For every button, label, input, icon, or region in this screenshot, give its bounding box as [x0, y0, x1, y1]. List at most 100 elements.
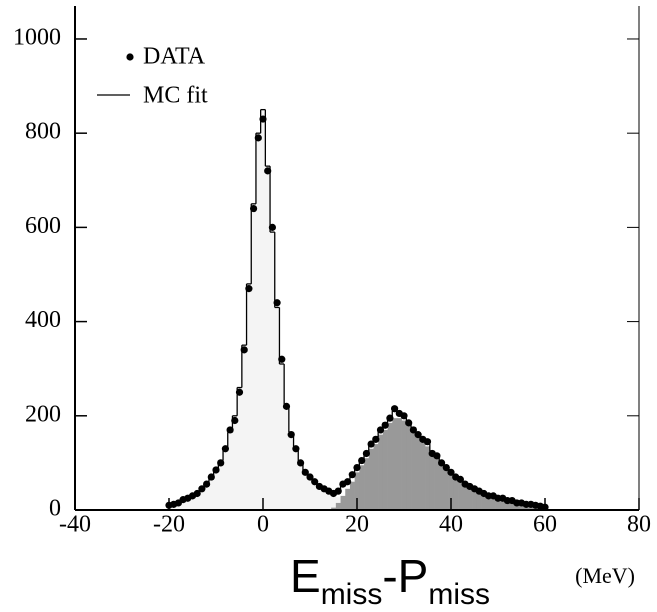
component-bar	[331, 494, 337, 510]
component-bar	[349, 481, 355, 510]
component-bar	[354, 472, 360, 510]
component-bar	[429, 453, 435, 510]
data-point	[409, 426, 417, 434]
component-bar	[265, 166, 271, 510]
data-point	[259, 115, 267, 123]
data-point	[358, 456, 366, 465]
component-bar	[312, 481, 318, 510]
component-bar	[223, 448, 229, 510]
component-bar	[255, 133, 261, 511]
data-point	[268, 223, 276, 231]
data-point	[207, 473, 215, 481]
y-tick-label: 0	[49, 496, 61, 522]
y-tick-label: 400	[25, 307, 61, 333]
component-bar	[411, 432, 417, 510]
component-bar	[293, 448, 299, 510]
data-point	[353, 464, 361, 472]
data-point	[292, 445, 300, 453]
component-bar	[500, 500, 506, 510]
component-bar	[317, 485, 323, 510]
data-point	[376, 426, 385, 434]
component-bar	[505, 501, 511, 510]
component-bar	[298, 462, 304, 510]
x-label-part: E	[290, 550, 321, 602]
data-point	[203, 480, 211, 488]
data-point	[217, 459, 225, 467]
component-bar	[288, 432, 294, 510]
component-bar	[472, 490, 478, 510]
data-point	[287, 431, 295, 439]
data-point	[414, 431, 422, 439]
data-point	[301, 468, 309, 476]
component-bar	[237, 387, 243, 510]
component-bar	[302, 471, 308, 510]
data-point	[297, 459, 305, 467]
data-point	[405, 419, 413, 427]
data-point	[381, 421, 389, 429]
component-bar	[227, 432, 233, 510]
x-tick-label: 0	[257, 512, 269, 538]
data-point	[447, 468, 455, 476]
component-bar	[326, 491, 332, 510]
component-bar	[420, 441, 426, 510]
y-tick-label: 800	[25, 119, 61, 145]
data-point	[306, 473, 314, 481]
component-bar	[218, 460, 224, 510]
component-bar	[514, 503, 520, 510]
component-bar	[194, 493, 200, 510]
data-point	[372, 435, 380, 443]
component-bar	[486, 496, 492, 510]
data-point	[442, 464, 450, 472]
data-point	[456, 475, 464, 483]
x-tick-label: 40	[439, 512, 463, 538]
component-bar	[185, 498, 191, 510]
data-point	[254, 134, 262, 142]
component-bar	[458, 481, 464, 510]
component-bar	[443, 469, 449, 510]
component-bar	[406, 425, 412, 510]
component-bar	[490, 497, 496, 510]
data-point	[438, 459, 446, 467]
component-bar	[373, 444, 379, 510]
data-point	[231, 416, 239, 425]
component-bar	[509, 502, 515, 510]
component-bar	[364, 458, 370, 510]
data-point	[278, 355, 286, 363]
component-bar	[345, 488, 351, 510]
component-bar	[284, 406, 290, 510]
x-label-part: miss	[321, 578, 383, 611]
component-bar	[180, 500, 186, 510]
component-bar	[467, 487, 473, 510]
legend-marker	[126, 53, 134, 61]
component-bar	[251, 203, 257, 510]
component-bar	[481, 494, 487, 510]
data-point	[344, 478, 352, 486]
component-bar	[476, 492, 482, 510]
data-point	[226, 426, 234, 434]
component-bar	[434, 458, 440, 510]
component-bar	[331, 507, 337, 510]
data-point	[273, 299, 281, 307]
data-point	[245, 285, 253, 293]
component-bar	[241, 345, 247, 510]
component-bar	[425, 446, 431, 510]
data-point	[367, 440, 375, 448]
component-bar	[392, 418, 398, 510]
data-point	[362, 449, 370, 458]
data-point	[212, 466, 220, 474]
x-label-part: miss	[428, 578, 490, 611]
component-bar	[519, 504, 525, 510]
data-point	[235, 388, 244, 396]
component-bar	[462, 485, 468, 510]
data-point	[264, 167, 272, 175]
component-bar	[448, 474, 454, 510]
data-point	[391, 405, 399, 413]
component-bar	[396, 418, 402, 510]
data-point	[198, 485, 206, 493]
data-point	[240, 346, 248, 354]
component-bar	[495, 499, 501, 510]
component-bar	[382, 429, 388, 510]
x-label-part: -P	[382, 550, 428, 602]
component-bar	[208, 477, 214, 510]
